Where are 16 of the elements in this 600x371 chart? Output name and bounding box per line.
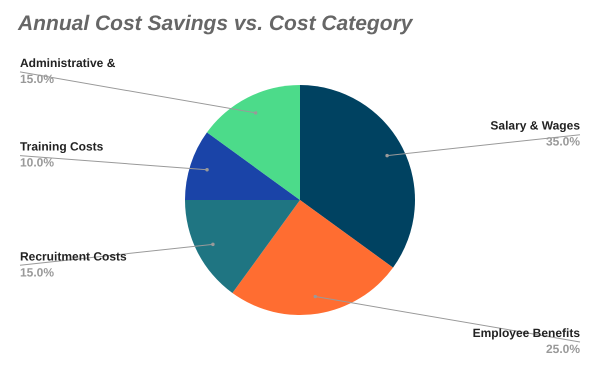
pie-slice — [232, 200, 394, 315]
slice-label: Administrative & — [20, 56, 116, 70]
pie-slice — [206, 85, 300, 200]
data-label: 35.0% — [546, 134, 580, 149]
data-label: 25.0% — [546, 342, 580, 356]
data-label: 15.0% — [20, 72, 54, 86]
pie-slice — [185, 200, 300, 294]
slice-label: Salary & Wages — [490, 118, 580, 133]
slice-label: Training Costs — [20, 140, 104, 154]
pie-slice — [300, 85, 415, 268]
chart-title: Annual Cost Savings vs. Cost Category — [17, 12, 414, 35]
slice-label: Recruitment Costs — [20, 249, 128, 264]
data-label: 10.0% — [20, 156, 54, 170]
data-label: 15.0% — [20, 265, 54, 280]
pie-slice — [185, 132, 300, 200]
slice-label: Employee Benefits — [472, 326, 580, 340]
